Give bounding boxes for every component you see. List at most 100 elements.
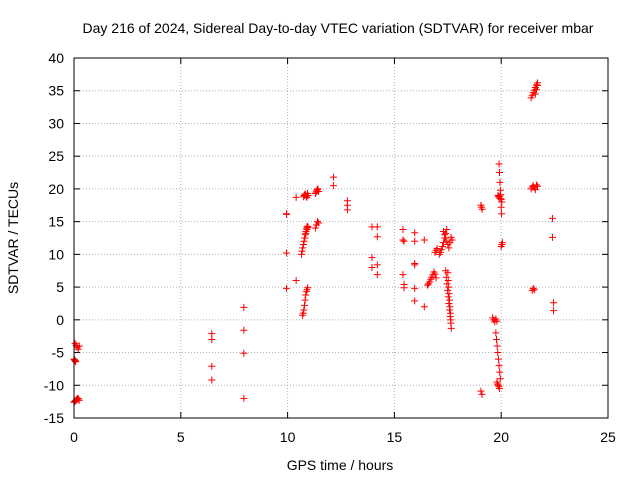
data-point <box>495 362 503 370</box>
data-point <box>550 299 558 307</box>
data-point <box>299 309 307 317</box>
data-point <box>75 342 83 350</box>
data-point <box>411 297 419 305</box>
data-point <box>433 244 441 252</box>
data-point <box>442 234 450 242</box>
data-point <box>311 224 319 232</box>
data-point <box>292 277 300 285</box>
data-point <box>492 329 500 337</box>
data-point <box>399 225 407 233</box>
data-point <box>443 237 451 245</box>
data-point <box>431 270 439 278</box>
data-point <box>302 229 310 237</box>
y-tick-label: 30 <box>48 115 64 131</box>
data-point <box>444 286 452 294</box>
data-point <box>74 345 82 353</box>
data-point <box>495 385 503 393</box>
data-point <box>442 273 450 281</box>
data-point <box>493 342 501 350</box>
y-tick-label: -15 <box>44 410 64 426</box>
data-point <box>440 227 448 235</box>
data-point <box>330 182 338 190</box>
grid <box>74 58 608 418</box>
data-point <box>441 231 449 239</box>
data-point <box>497 191 505 199</box>
data-point <box>444 269 452 277</box>
data-point <box>72 358 80 366</box>
y-tick-label: 10 <box>48 246 64 262</box>
data-point <box>548 214 556 222</box>
data-point <box>493 335 501 343</box>
data-point <box>301 296 309 304</box>
data-point <box>411 261 419 269</box>
data-point <box>299 241 307 249</box>
data-point <box>445 299 453 307</box>
data-point <box>368 254 376 262</box>
data-point <box>292 193 300 201</box>
data-point <box>477 387 485 395</box>
data-point <box>445 283 453 291</box>
data-point <box>368 263 376 271</box>
data-point <box>548 233 556 241</box>
data-point <box>444 293 452 301</box>
data-point <box>498 239 506 247</box>
data-point <box>208 330 216 338</box>
data-point <box>420 236 428 244</box>
data-point <box>301 234 309 242</box>
data-point <box>530 286 538 294</box>
data-point <box>343 206 351 214</box>
data-point <box>298 247 306 255</box>
data-point <box>330 173 338 181</box>
y-tick-label: 20 <box>48 181 64 197</box>
data-point <box>373 233 381 241</box>
data-point <box>446 303 454 311</box>
data-point <box>496 368 504 376</box>
data-point <box>240 349 248 357</box>
data-point <box>495 169 503 177</box>
data-point <box>297 250 305 258</box>
data-point <box>411 229 419 237</box>
data-point <box>498 210 506 218</box>
data-point <box>411 284 419 292</box>
y-tick-label: 25 <box>48 148 64 164</box>
x-axis-label: GPS time / hours <box>287 457 394 473</box>
y-tick-label: -5 <box>52 345 65 361</box>
data-point <box>447 324 455 332</box>
y-tick-label: 35 <box>48 83 64 99</box>
data-point <box>240 303 248 311</box>
data-point <box>438 243 446 251</box>
data-point <box>373 271 381 279</box>
data-point <box>373 223 381 231</box>
data-point <box>304 284 312 292</box>
data-point <box>531 90 539 98</box>
x-tick-label: 10 <box>280 429 296 445</box>
data-point <box>420 303 428 311</box>
data-point <box>550 307 558 315</box>
data-point <box>283 284 291 292</box>
data-point <box>529 284 537 292</box>
data-point <box>240 394 248 402</box>
x-tick-label: 0 <box>70 429 78 445</box>
data-point <box>208 376 216 384</box>
data-point <box>400 237 408 245</box>
data-point <box>440 239 448 247</box>
x-tick-label: 5 <box>177 429 185 445</box>
data-point <box>373 261 381 269</box>
data-point <box>497 203 505 211</box>
data-point <box>446 309 454 317</box>
data-point <box>532 85 540 93</box>
plot-frame <box>73 57 609 419</box>
data-point <box>494 381 502 389</box>
data-series <box>70 79 558 406</box>
axis-ticks: 0 5 10 15 20 25 -15 -10 -5 0 5 10 15 20 25 30 35 40 <box>44 50 616 445</box>
data-point <box>304 191 312 199</box>
data-point <box>314 218 322 226</box>
data-point <box>304 223 312 231</box>
data-point <box>283 210 291 218</box>
data-point <box>443 280 451 288</box>
data-point <box>208 335 216 343</box>
data-point <box>494 349 502 357</box>
data-point <box>399 271 407 279</box>
data-point <box>494 355 502 363</box>
